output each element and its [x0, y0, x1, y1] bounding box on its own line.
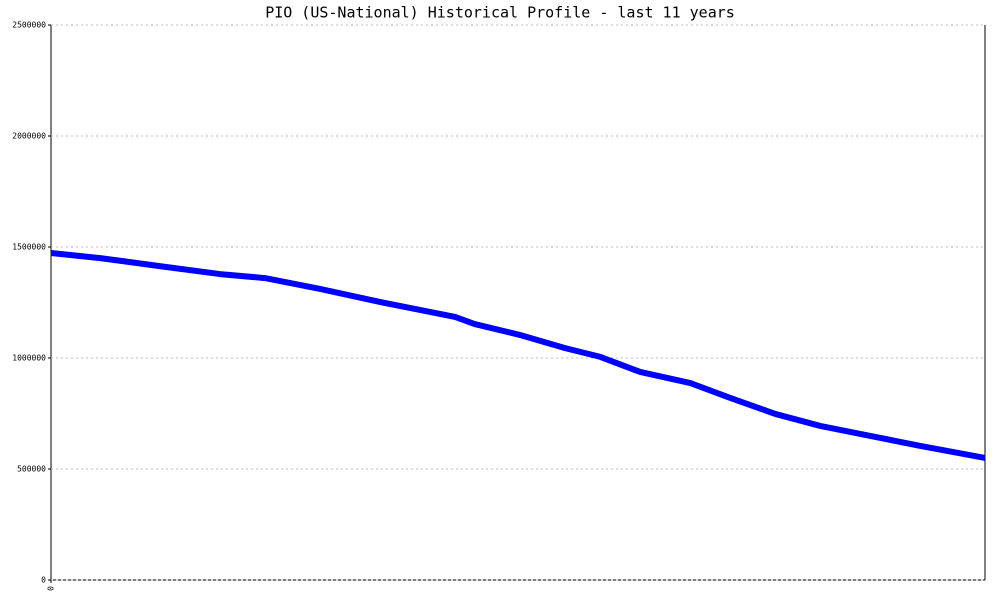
- y-tick-label: 2500000: [12, 21, 46, 30]
- y-tick-label: 1000000: [12, 354, 46, 363]
- chart-title: PIO (US-National) Historical Profile - l…: [265, 4, 735, 22]
- y-tick-label: 1500000: [12, 243, 46, 252]
- data-line: [50, 250, 986, 461]
- y-tick-label: 0: [41, 576, 46, 585]
- y-tick-label: 500000: [17, 465, 46, 474]
- y-tick-label: 2000000: [12, 132, 46, 141]
- x-tick-label: 0: [47, 586, 56, 591]
